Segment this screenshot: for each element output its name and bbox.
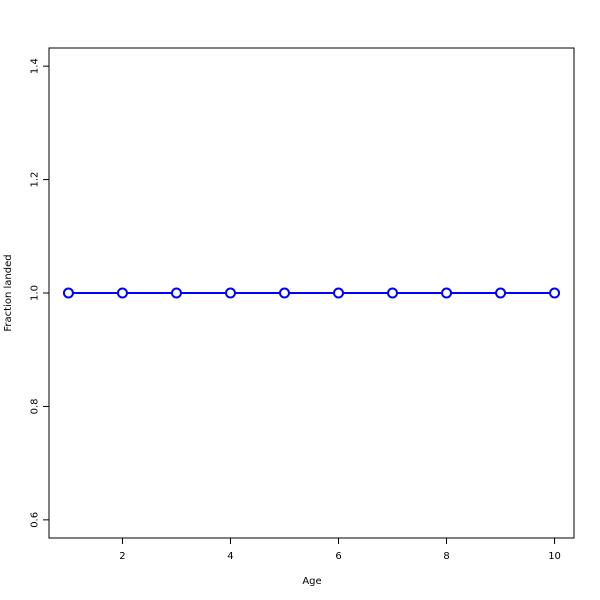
- data-point: [278, 287, 290, 299]
- data-point: [333, 287, 345, 299]
- y-tick-label: 1.0: [30, 285, 41, 301]
- data-point: [116, 287, 128, 299]
- data-point: [387, 287, 399, 299]
- data-point: [441, 287, 453, 299]
- data-point: [549, 287, 561, 299]
- y-tick-label: 0.8: [30, 398, 41, 414]
- data-point: [62, 287, 74, 299]
- data-point: [170, 287, 182, 299]
- x-tick-label: 8: [443, 551, 449, 562]
- y-axis-label: Fraction landed: [3, 254, 14, 331]
- x-axis-label: Age: [302, 576, 321, 587]
- y-tick-label: 0.6: [30, 512, 41, 528]
- x-tick-label: 6: [335, 551, 341, 562]
- data-point: [495, 287, 507, 299]
- x-tick-label: 2: [119, 551, 125, 562]
- x-tick-label: 10: [548, 551, 561, 562]
- data-point: [224, 287, 236, 299]
- y-tick-label: 1.2: [30, 172, 41, 188]
- x-tick-label: 4: [227, 551, 233, 562]
- y-tick-label: 1.4: [30, 58, 41, 74]
